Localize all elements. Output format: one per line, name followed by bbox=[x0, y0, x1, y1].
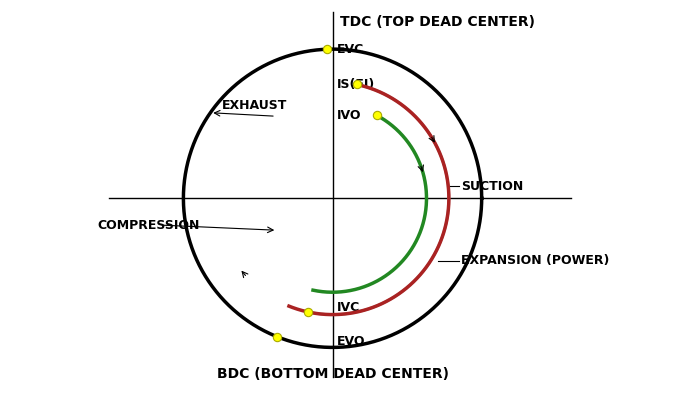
Text: IVO: IVO bbox=[337, 109, 362, 122]
Text: IS(FI): IS(FI) bbox=[337, 78, 375, 91]
Text: EXPANSION (POWER): EXPANSION (POWER) bbox=[461, 254, 609, 267]
Text: EVO: EVO bbox=[337, 334, 366, 348]
Text: TDC (TOP DEAD CENTER): TDC (TOP DEAD CENTER) bbox=[340, 15, 535, 29]
Text: COMPRESSION: COMPRESSION bbox=[97, 219, 199, 232]
Text: IVC: IVC bbox=[337, 301, 360, 314]
Text: EVC: EVC bbox=[337, 43, 364, 56]
Text: SUCTION: SUCTION bbox=[461, 180, 523, 193]
Text: EXHAUST: EXHAUST bbox=[222, 99, 288, 112]
Text: BDC (BOTTOM DEAD CENTER): BDC (BOTTOM DEAD CENTER) bbox=[216, 367, 449, 381]
